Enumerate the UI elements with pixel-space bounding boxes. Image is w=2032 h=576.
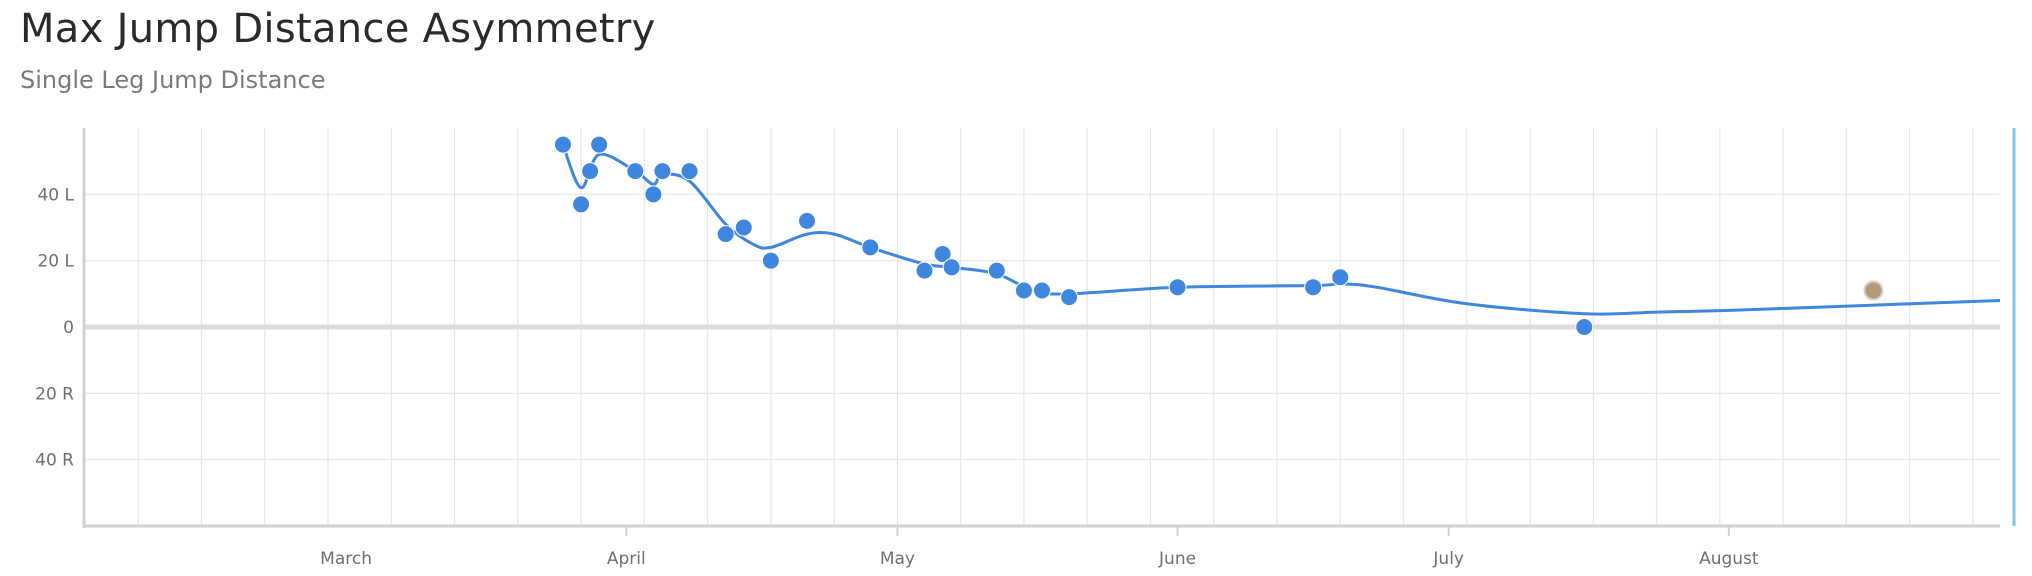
data-point	[1331, 268, 1350, 287]
axes	[82, 128, 2016, 528]
data-point	[653, 162, 672, 181]
y-tick-label: 40 R	[35, 451, 74, 471]
x-tick-label: April	[607, 549, 646, 569]
x-tick-label: July	[1432, 549, 1464, 569]
x-axis-labels: March April May June July August	[320, 526, 1759, 569]
data-point	[915, 261, 934, 280]
data-point	[761, 251, 780, 270]
x-tick-label: August	[1699, 549, 1759, 569]
data-point	[942, 258, 961, 277]
data-point	[644, 185, 663, 204]
data-point	[933, 245, 952, 264]
data-point	[716, 225, 735, 244]
data-point	[1060, 288, 1079, 307]
highlighted-data-point	[1863, 280, 1884, 301]
trend-line	[561, 144, 2001, 316]
data-point	[1304, 278, 1323, 297]
x-tick-label: June	[1158, 549, 1196, 569]
data-point	[798, 211, 817, 230]
data-point	[1168, 278, 1187, 297]
series-layer	[554, 135, 2001, 336]
x-tick-label: May	[880, 549, 915, 569]
y-tick-label: 20 L	[37, 252, 74, 272]
y-tick-label: 0	[63, 318, 74, 338]
chart-subtitle: Single Leg Jump Distance	[20, 66, 326, 94]
data-point	[581, 162, 600, 181]
data-point	[554, 135, 572, 154]
data-point	[1033, 281, 1051, 300]
data-point	[861, 238, 880, 257]
y-axis-labels: 40 L 20 L 0 20 R 40 R	[35, 185, 74, 470]
y-tick-label: 20 R	[35, 384, 74, 404]
horizontal-gridlines	[84, 193, 2000, 461]
data-point	[1575, 318, 1594, 336]
data-point	[734, 218, 753, 237]
data-point	[626, 162, 645, 181]
data-point	[1014, 281, 1033, 300]
chart-title: Max Jump Distance Asymmetry	[20, 6, 656, 52]
data-point	[572, 195, 591, 214]
data-point	[680, 162, 699, 181]
y-tick-label: 40 L	[37, 185, 74, 205]
data-point	[590, 135, 609, 154]
x-tick-label: March	[320, 549, 372, 569]
data-point	[987, 261, 1006, 280]
